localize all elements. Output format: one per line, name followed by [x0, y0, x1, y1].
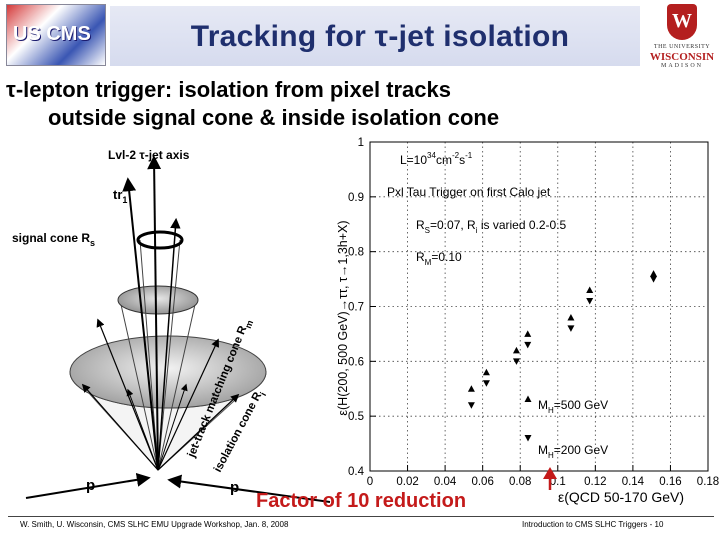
y-tick-label: 1 — [358, 137, 364, 149]
y-axis-label: ε(H(200, 500 GeV)→ττ, τ→1,3h+X) — [336, 220, 350, 416]
factor-of-10-reduction: Factor of 10 reduction — [256, 490, 467, 512]
annotation-rs-sub: S — [425, 226, 430, 235]
annotation-rm-sub: M — [425, 258, 432, 267]
x-tick-label: 0.08 — [509, 476, 531, 488]
y-tick-label: 0.9 — [348, 192, 364, 204]
annotation-rm-tail: =0.10 — [431, 250, 462, 264]
x-tick-label: 0.02 — [396, 476, 418, 488]
uw-the-university: THE UNIVERSITY — [653, 44, 711, 50]
data-point-200gev — [524, 341, 532, 349]
legend-500-tail: =500 GeV — [554, 398, 608, 412]
annotation-lumi-sup2: -2 — [452, 151, 460, 160]
uw-name: WISCONSIN — [649, 51, 715, 63]
y-tick-label: 0.5 — [348, 411, 364, 423]
title-bar — [110, 6, 640, 66]
y-tick-label: 0.4 — [348, 466, 365, 478]
track-1-line — [122, 177, 159, 471]
track-label-sub: 1 — [122, 195, 127, 205]
footer-left: W. Smith, U. Wisconsin, CMS SLHC EMU Upg… — [20, 520, 289, 529]
x-tick-label: 0.18 — [697, 476, 719, 488]
x-tick-label: 0.12 — [584, 476, 606, 488]
signal-cone-top — [136, 230, 184, 250]
isolation-cone-label-sub: i — [258, 390, 268, 397]
svg-text:MH=200 GeV: MH=200 GeV — [538, 443, 608, 460]
legend-200: M — [538, 443, 548, 457]
matching-cone-top — [117, 285, 199, 315]
us-cms-logo-text: US CMS — [13, 23, 91, 45]
x-tick-label: 0.16 — [659, 476, 681, 488]
x-tick-label: 0 — [367, 476, 373, 488]
y-tick-label: 0.7 — [348, 302, 364, 314]
slide-title: Tracking for τ-jet isolation — [190, 20, 570, 53]
footer-rule — [8, 516, 714, 517]
matching-cone-label-sub: m — [243, 319, 255, 330]
annotation-rs: R — [416, 218, 425, 232]
uw-shield-icon: W — [667, 4, 697, 40]
annotation-lumi-sup3: -1 — [465, 151, 473, 160]
data-point-200gev — [567, 325, 575, 332]
annotation-lumi-tail: cm — [436, 153, 452, 167]
x-tick-label: 0.14 — [622, 476, 645, 488]
annotation-trigger: Pxl Tau Trigger on first Calo jet — [387, 185, 551, 199]
legend-500-sub: H — [548, 406, 554, 415]
us-cms-logo: US CMS — [6, 4, 106, 66]
x-tick-label: 0.04 — [434, 476, 457, 488]
proton-left-arrow — [25, 472, 151, 499]
data-point-500gev — [482, 368, 490, 376]
footer-right: Introduction to CMS SLHC Triggers - 10 — [522, 520, 664, 529]
svg-text:RM=0.10: RM=0.10 — [416, 250, 462, 267]
tau-jet-axis-label: Lvl-2 τ-jet axis — [108, 148, 190, 162]
body-line-2: outside signal cone & inside isolation c… — [48, 105, 500, 130]
data-point-500gev — [650, 270, 658, 277]
uw-madison: MADISON — [660, 63, 703, 69]
proton-right-label: p — [230, 479, 239, 496]
data-point-500gev — [586, 286, 594, 294]
y-axis-label-box: ε(H(200, 500 GeV)→ττ, τ→1,3h+X) — [326, 168, 360, 468]
svg-text:RS=0.07, Ri is varied 0.2-0.5: RS=0.07, Ri is varied 0.2-0.5 — [416, 218, 567, 235]
proton-left-label: p — [86, 477, 95, 494]
signal-cone-label-sub: s — [90, 238, 95, 248]
efficiency-plot: 0 0.02 0.04 0.06 0.08 0.1 0.12 0.14 0.16 0.180.40… — [348, 137, 719, 490]
annotation-rs-sub2: i — [476, 226, 478, 235]
data-point-200gev — [482, 380, 490, 387]
cone-diagram: Lvl-2 τ-jet axis tr1 signal cone Rs jet-… — [12, 148, 331, 503]
annotation-lumi: L=10 — [400, 153, 427, 167]
y-tick-label: 0.6 — [348, 356, 364, 368]
legend-200-marker — [524, 435, 532, 442]
x-tick-label: 0.06 — [471, 476, 493, 488]
body-line-1: τ-lepton trigger: isolation from pixel t… — [6, 77, 451, 102]
data-point-200gev — [512, 358, 520, 365]
annotation-rs-tail2: is varied 0.2-0.5 — [478, 218, 567, 232]
data-point-500gev — [467, 385, 475, 392]
proton-right-arrow — [167, 474, 331, 503]
svg-text:L=1034cm-2s-1: L=1034cm-2s-1 — [400, 151, 473, 167]
x-axis-label: ε(QCD 50-170 GeV) — [558, 489, 685, 505]
data-point-500gev — [524, 330, 532, 337]
annotation-lumi-tail2: s — [459, 153, 465, 167]
annotation-lumi-sup: 34 — [427, 151, 436, 160]
svg-text:MH=500 GeV: MH=500 GeV — [538, 398, 608, 415]
factor-arrow-head — [543, 467, 557, 479]
svg-text:signal cone Rs: signal cone Rs — [12, 231, 95, 248]
y-tick-label: 0.8 — [348, 247, 364, 259]
uw-logo: W THE UNIVERSITY WISCONSIN MADISON — [648, 4, 716, 92]
legend-200-sub: H — [548, 451, 554, 460]
data-point-200gev — [650, 276, 658, 283]
data-point-500gev — [512, 346, 520, 354]
data-point-200gev — [467, 402, 475, 409]
data-point-200gev — [586, 298, 594, 305]
annotation-rm: R — [416, 250, 425, 264]
legend-500: M — [538, 398, 548, 412]
track-label: tr — [113, 187, 122, 202]
data-point-500gev — [567, 313, 575, 321]
svg-text:tr1: tr1 — [113, 187, 127, 205]
legend-200-tail: =200 GeV — [554, 443, 608, 457]
tau-jet-axis-line — [147, 155, 162, 471]
signal-cone-label: signal cone R — [12, 231, 90, 245]
annotation-rs-tail: =0.07, R — [430, 218, 476, 232]
legend-500-marker — [524, 395, 532, 402]
